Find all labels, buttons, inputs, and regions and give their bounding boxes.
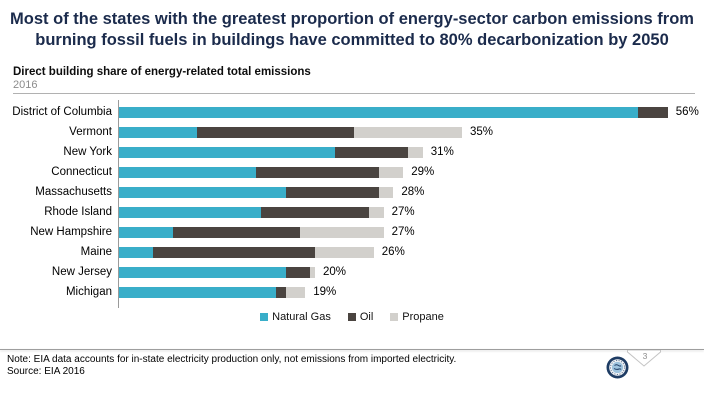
chart-row: Michigan 19% [0,282,704,302]
bar-segment-oil [285,186,379,198]
chart-subtitle: 2016 [13,79,38,91]
bar-segment-propane [368,206,384,218]
bar-segment-propane [285,286,306,298]
value-label: 28% [401,186,425,198]
value-label: 29% [411,166,435,178]
y-axis-line [118,100,119,308]
bar-segment-propane [310,266,315,278]
stacked-bar [119,286,306,298]
value-label: 26% [381,246,405,258]
header-divider [13,93,695,94]
bar-segment-natural-gas [119,206,262,218]
bar-segment-oil [334,146,409,158]
value-label: 56% [675,106,699,118]
stacked-bar [119,206,384,218]
slide-title-line-2: burning fossil fuels in buildings have c… [35,31,669,49]
chart-row: Vermont 35% [0,122,704,142]
chart-header: Direct building share of energy-related … [13,66,704,91]
value-label: 19% [313,286,337,298]
bar-segment-propane [354,126,462,138]
category-label: New Hampshire [30,226,112,238]
chart-legend: Natural Gas Oil Propane [0,311,704,323]
bar-segment-oil [285,266,311,278]
chart-row: Rhode Island 27% [0,202,704,222]
legend-label: Propane [402,311,444,323]
bar-segment-natural-gas [119,166,257,178]
category-label: District of Columbia [12,106,112,118]
bar-segment-propane [378,186,394,198]
stacked-bar-chart: District of Columbia 56% Vermont 35% New Yor… [0,100,704,308]
value-label: 27% [391,206,415,218]
stacked-bar [119,226,384,238]
legend-item-propane: Propane [390,311,444,323]
bar-segment-oil [197,126,355,138]
stacked-bar [119,146,423,158]
slide-title-line-1: Most of the states with the greatest pro… [10,10,694,28]
chart-title: Direct building share of energy-related … [13,66,311,78]
bar-segment-propane [300,226,384,238]
bar-segment-oil [275,286,286,298]
bar-segment-oil [638,106,668,118]
footer-divider [0,349,704,350]
legend-label: Oil [359,311,374,323]
bar-segment-oil [256,166,379,178]
stacked-bar [119,106,668,118]
legend-item-natural-gas: Natural Gas [260,311,331,323]
category-label: Rhode Island [44,206,112,218]
legend-swatch-icon [347,313,356,321]
bar-segment-propane [314,246,374,258]
bar-segment-natural-gas [119,146,335,158]
chart-row: New Jersey 20% [0,262,704,282]
category-label: Vermont [69,126,112,138]
legend-label: Natural Gas [272,311,331,323]
category-label: New York [63,146,112,158]
value-label: 35% [469,126,494,138]
category-label: Michigan [65,286,112,298]
category-label: Maine [80,246,112,258]
bar-segment-natural-gas [119,186,286,198]
bar-segment-natural-gas [119,286,276,298]
chart-row: Massachusetts 28% [0,182,704,202]
footer-note-text: Note: EIA data accounts for in-state ele… [7,354,457,365]
page-ribbon-chevron-icon [627,350,661,367]
bar-segment-oil [172,226,301,238]
chart-rows: District of Columbia 56% Vermont 35% New Yor… [0,102,704,302]
legend-item-oil: Oil [347,311,374,323]
chart-row: New Hampshire 27% [0,222,704,242]
stacked-bar [119,166,404,178]
bar-segment-oil [153,246,315,258]
chart-row: District of Columbia 56% [0,102,704,122]
category-label: New Jersey [51,266,112,278]
footer: Note: EIA data accounts for in-state ele… [0,349,704,378]
bar-segment-oil [261,206,369,218]
chart-row: Connecticut 29% [0,162,704,182]
bar-segment-natural-gas [119,246,154,258]
stacked-bar [119,246,374,258]
bar-segment-natural-gas [119,266,286,278]
value-label: 27% [391,226,415,238]
chart-row: Maine 26% [0,242,704,262]
chart-row: New York 31% [0,142,704,162]
bar-segment-natural-gas [119,126,198,138]
slide-title: Most of the states with the greatest pro… [0,9,704,51]
legend-swatch-icon [260,313,269,321]
bar-segment-propane [378,166,404,178]
category-label: Connecticut [51,166,112,178]
organization-seal-logo [606,356,629,379]
bar-segment-natural-gas [119,106,639,118]
page-number: 3 [642,351,648,361]
footer-source-text: Source: EIA 2016 [7,366,85,377]
value-label: 20% [322,266,347,278]
stacked-bar [119,186,394,198]
stacked-bar [119,266,315,278]
legend-swatch-icon [390,313,399,321]
stacked-bar [119,126,462,138]
bar-segment-propane [408,146,423,158]
value-label: 31% [430,146,454,158]
category-label: Massachusetts [35,186,112,198]
bar-segment-natural-gas [119,226,173,238]
